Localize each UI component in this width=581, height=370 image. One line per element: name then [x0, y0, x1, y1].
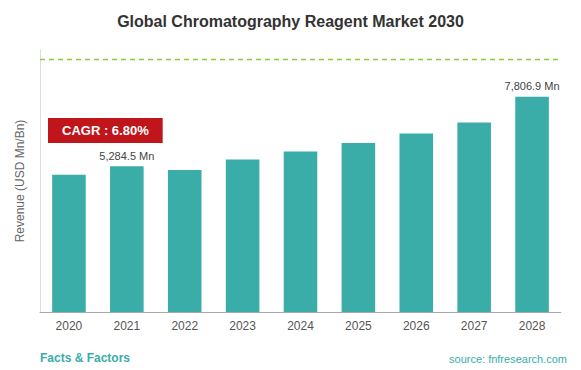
svg-text:2022: 2022 [171, 319, 198, 333]
svg-text:2025: 2025 [345, 319, 372, 333]
svg-text:Global Chromatography Reagent: Global Chromatography Reagent Market 203… [117, 13, 464, 30]
svg-text:2024: 2024 [287, 319, 314, 333]
svg-text:2027: 2027 [461, 319, 488, 333]
svg-text:2028: 2028 [519, 319, 546, 333]
svg-text:source: fnfresearch.com: source: fnfresearch.com [449, 353, 567, 365]
svg-text:Revenue (USD Mn/Bn): Revenue (USD Mn/Bn) [13, 120, 27, 243]
svg-text:Facts & Factors: Facts & Factors [40, 351, 130, 365]
svg-text:CAGR : 6.80%: CAGR : 6.80% [62, 123, 149, 138]
svg-text:2026: 2026 [403, 319, 430, 333]
svg-text:2021: 2021 [113, 319, 140, 333]
svg-text:2020: 2020 [56, 319, 83, 333]
svg-text:2023: 2023 [229, 319, 256, 333]
svg-text:7,806.9 Mn: 7,806.9 Mn [505, 80, 560, 92]
svg-text:5,284.5 Mn: 5,284.5 Mn [99, 150, 154, 162]
